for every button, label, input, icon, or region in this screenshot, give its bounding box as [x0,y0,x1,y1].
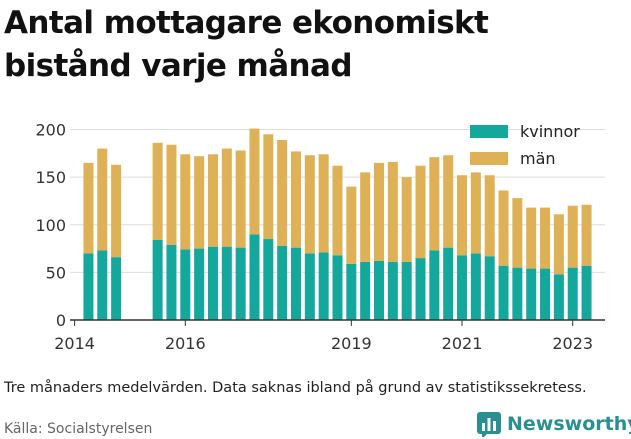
bar-män [318,154,329,253]
bar-män [97,148,108,251]
bar-män [152,142,163,240]
chart-note: Tre månaders medelvärden. Data saknas ib… [4,380,587,396]
newsworthy-logo: Newsworthy [476,410,631,438]
bar-kvinnor [277,245,288,320]
bar-män [401,177,412,262]
x-tick-label: 2019 [331,334,372,353]
bar-kvinnor [194,248,205,320]
x-tick-label: 2023 [552,334,593,353]
bar-kvinnor [97,250,108,320]
bar-kvinnor [304,253,315,320]
bar-kvinnor [166,244,177,320]
bar-kvinnor [484,256,495,320]
bar-män [290,151,301,248]
bar-kvinnor [152,240,163,320]
bars [83,128,592,320]
chart-title: Antal mottagare ekonomiskt bistånd varje… [4,5,489,84]
bar-kvinnor [360,261,371,320]
legend-label-kvinnor: kvinnor [520,122,580,141]
bar-kvinnor [263,239,274,320]
bar-kvinnor [512,267,523,320]
source-label: Källa: Socialstyrelsen [4,421,153,437]
bar-kvinnor [332,255,343,320]
bar-män [470,172,481,254]
bar-kvinnor [387,261,398,320]
bar-män [374,162,385,261]
bar-män [346,186,357,264]
bar-män [429,157,440,251]
bar-kvinnor [470,253,481,320]
bar-kvinnor [111,257,122,320]
bar-män [166,144,177,245]
bar-män [387,161,398,262]
bar-kvinnor [415,258,426,320]
bar-män [194,156,205,249]
bar-män [180,154,191,250]
x-tick-label: 2016 [165,334,206,353]
x-tick-label: 2021 [442,334,483,353]
bar-män [277,140,288,246]
legend-label-män: män [520,149,556,168]
bar-kvinnor [374,260,385,320]
bar-män [484,175,495,257]
bar-män [498,190,509,266]
bar-kvinnor [249,234,260,320]
bar-kvinnor [207,246,218,320]
bar-kvinnor [235,247,246,320]
bar-män [512,198,523,268]
bar-kvinnor [180,249,191,320]
bar-chart-logo-icon [477,412,501,437]
bar-män [457,175,468,256]
bar-män [111,164,122,258]
axes: 0 50 100 150 200 2014 2016 2019 2021 2023 [35,121,605,353]
stacked-bar-chart: 0 50 100 150 200 2014 2016 2019 2021 2023 kvinnor… [35,121,605,353]
bar-män [360,172,371,262]
bar-män [415,165,426,259]
legend-swatch-män [470,152,508,165]
bar-kvinnor [429,250,440,320]
bar-kvinnor [540,268,551,320]
bar-kvinnor [553,274,564,320]
y-tick-label: 50 [46,263,66,282]
bar-kvinnor [83,253,94,320]
bar-kvinnor [567,267,578,320]
bar-kvinnor [581,265,592,320]
bar-män [83,162,94,254]
bar-män [553,214,564,275]
bar-män [221,148,232,247]
y-tick-label: 150 [35,168,66,187]
bar-män [567,205,578,268]
bar-män [235,150,246,248]
bar-män [526,207,537,269]
bar-kvinnor [443,247,454,320]
bar-kvinnor [346,263,357,320]
bar-män [443,155,454,248]
bar-män [332,165,343,256]
bar-kvinnor [290,247,301,320]
bar-män [540,207,551,269]
bar-kvinnor [318,252,329,320]
bar-män [304,155,315,254]
legend: kvinnor män [470,122,580,168]
bar-män [249,128,260,235]
bar-kvinnor [526,268,537,320]
bar-kvinnor [457,255,468,320]
bar-män [263,134,274,240]
y-tick-label: 200 [35,121,66,140]
bar-kvinnor [498,265,509,320]
brand-name: Newsworthy [507,413,631,435]
legend-swatch-kvinnor [470,125,508,138]
y-tick-label: 100 [35,216,66,235]
bar-män [207,154,218,247]
bar-kvinnor [401,261,412,320]
y-tick-label: 0 [56,311,66,330]
x-tick-label: 2014 [54,334,95,353]
bar-män [581,204,592,266]
bar-kvinnor [221,246,232,320]
